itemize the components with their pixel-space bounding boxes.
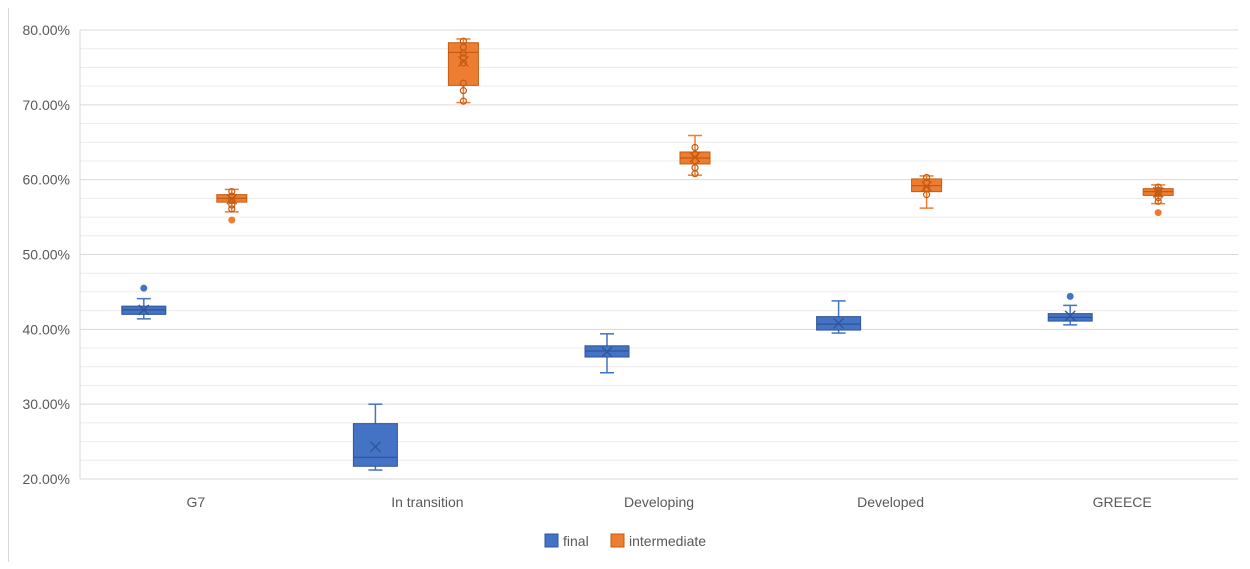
data-point [459,97,467,105]
mean-marker [833,317,845,329]
y-tick-label: 20.00% [23,471,70,487]
legend: final intermediate [544,533,706,549]
legend-swatch-final [544,533,559,548]
data-point [459,37,467,45]
legend-label-intermediate: intermediate [629,533,706,549]
mean-marker [921,180,933,192]
chart-frame [8,8,1242,562]
x-category-label: GREECE [1093,494,1152,510]
box-intermediate [911,173,943,209]
y-tick-label: 50.00% [23,247,70,263]
box-final [121,284,167,320]
data-point [922,173,931,182]
y-tick-label: 70.00% [23,97,70,113]
y-tick-label: 40.00% [23,321,70,337]
data-point [228,197,236,205]
y-tick-label: 80.00% [23,22,70,38]
outlier-point [228,216,236,224]
outlier-point [140,284,148,292]
data-point [459,87,467,95]
y-tick-label: 60.00% [23,172,70,188]
x-category-label: Developing [624,494,694,510]
data-point [1154,197,1162,205]
y-tick-label: 30.00% [23,396,70,412]
data-point [228,201,236,209]
mean-marker [457,55,469,67]
data-point [459,59,467,67]
outlier-point [1066,292,1074,300]
data-point [691,143,699,152]
plot-area [121,37,1174,471]
box-final [816,300,862,334]
data-point [1154,194,1162,202]
x-category-label: G7 [186,494,205,510]
mean-marker [138,304,150,316]
box-final [584,333,630,374]
outlier-point [1154,209,1162,217]
mean-marker [369,441,381,453]
legend-swatch-intermediate [610,533,625,548]
data-point [691,164,699,172]
data-point [1154,190,1162,198]
x-category-label: Developed [857,494,924,510]
box-intermediate [679,134,711,178]
box-iqr [447,42,479,86]
legend-label-final: final [563,533,589,549]
box-iqr [352,423,398,467]
box-final [1047,292,1093,326]
box-intermediate [216,188,248,224]
box-intermediate [447,37,479,105]
axes: 20.00% 30.00% 40.00% 50.00% 60.00% 70.00% 80.0… [23,22,1152,510]
mean-marker [1064,310,1076,322]
mean-marker [601,346,613,358]
mean-marker [1152,186,1164,198]
mean-marker [689,151,701,163]
data-point [459,79,467,87]
data-point [228,205,236,213]
gridlines [80,29,1238,480]
box-final [352,403,398,471]
data-point [228,188,236,196]
x-category-label: In transition [391,494,463,510]
data-point [1154,183,1162,191]
mean-marker [226,193,238,205]
box-intermediate [1142,183,1174,217]
